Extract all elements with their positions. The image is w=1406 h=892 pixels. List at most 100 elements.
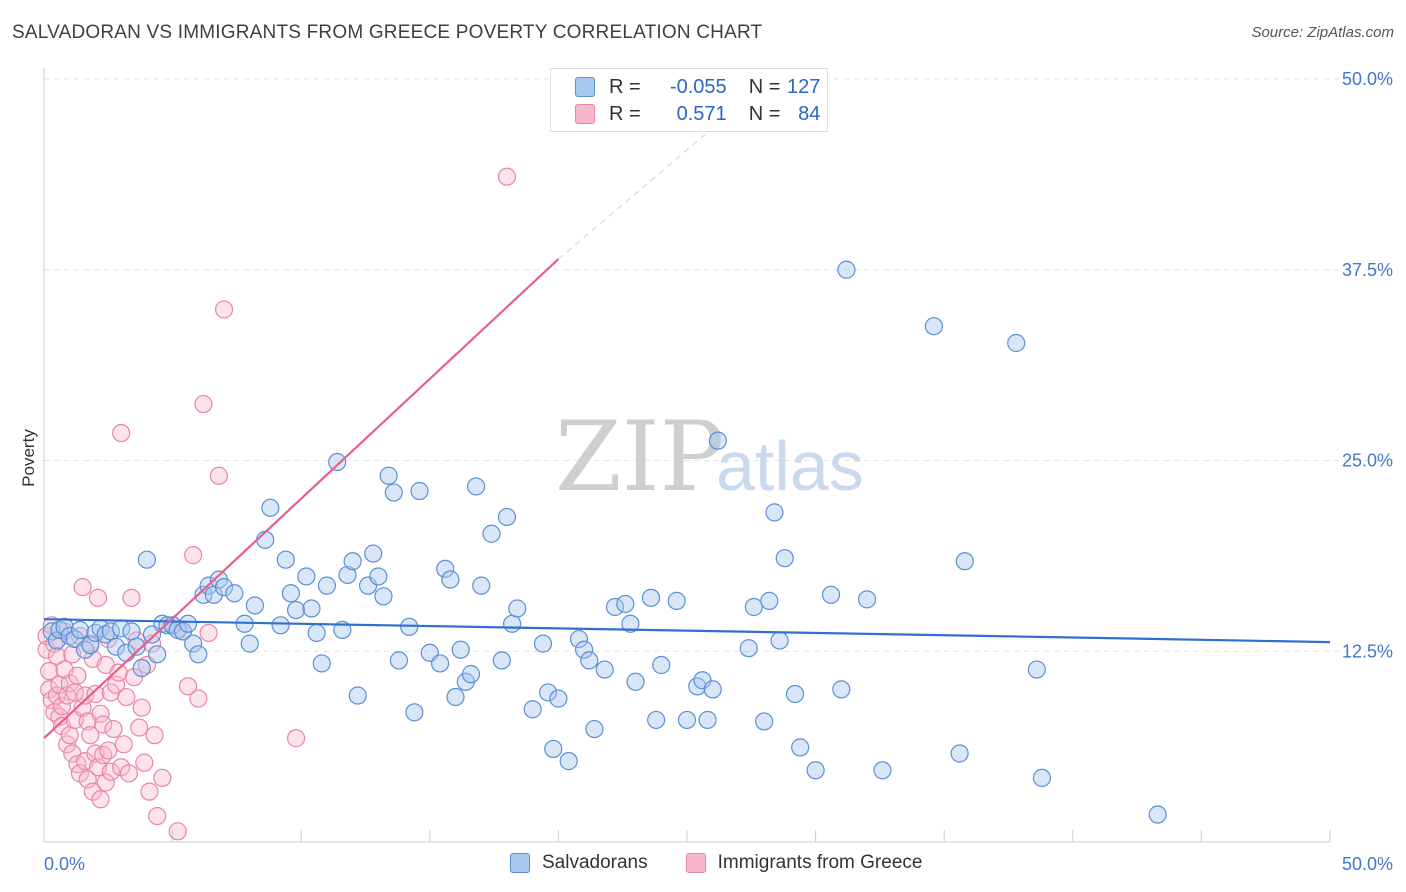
salvadoran-point-42 [276, 550, 295, 569]
salvadoran-point-125 [821, 585, 841, 604]
salvadoran-point-34 [214, 578, 234, 597]
salvadoran-point-88 [585, 719, 604, 739]
salvadoran-point-49 [317, 576, 337, 595]
salvadoran-point-41 [271, 616, 290, 635]
salvadoran-point-58 [374, 587, 393, 606]
salvadoran-point-54 [348, 686, 367, 705]
salvadoran-point-84 [559, 752, 578, 771]
legend-row-salvadorans: R = -0.055 N = 127 [575, 76, 820, 98]
salvadoran-point-74 [482, 524, 501, 543]
salvadoran-point-98 [677, 710, 697, 730]
salvadoran-point-53 [343, 552, 362, 571]
salvadoran-point-103 [708, 431, 727, 450]
greece-point-43 [91, 790, 110, 809]
salvadoran-point-40 [261, 498, 280, 517]
salvadoran-point-113 [806, 761, 825, 780]
salvadoran-point-73 [472, 576, 491, 595]
greece-point-57 [114, 735, 133, 754]
greece-point-9 [47, 686, 66, 705]
salvadoran-point-101 [698, 710, 717, 730]
salvadoran-point-64 [410, 481, 429, 501]
salvadoran-point-102 [703, 680, 722, 699]
greece-point-77 [189, 689, 208, 708]
salvadoran-point-92 [621, 614, 640, 633]
salvadoran-point-119 [950, 744, 969, 763]
greece-point-79 [199, 623, 218, 643]
salvadoran-point-11 [96, 625, 115, 644]
salvadoran-point-55 [358, 576, 378, 595]
salvadoran-point-105 [744, 597, 763, 617]
legend-swatch-salvadorans [510, 853, 530, 873]
greece-point-24 [68, 666, 87, 685]
salvadoran-point-109 [770, 631, 789, 650]
salvadoran-point-123 [1032, 768, 1052, 788]
salvadoran-point-115 [837, 260, 856, 279]
greece-point-70 [148, 806, 167, 826]
salvadoran-point-122 [1027, 660, 1046, 679]
salvadoran-trend-line [43, 618, 1331, 644]
salvadoran-point-47 [307, 623, 326, 643]
salvadoran-point-107 [760, 591, 779, 610]
chart-title: SALVADORAN VS IMMIGRANTS FROM GREECE POV… [12, 22, 763, 43]
legend-n-value: 127 [787, 75, 821, 98]
greece-point-26 [70, 626, 90, 646]
salvadoran-point-110 [775, 549, 794, 568]
salvadoran-point-60 [384, 483, 403, 502]
salvadoran-point-72 [466, 477, 486, 496]
legend-swatch-blue [575, 77, 595, 97]
greece-point-69 [145, 726, 164, 745]
salvadoran-point-117 [873, 761, 892, 780]
greece-point-37 [83, 782, 102, 801]
salvadoran-point-48 [312, 654, 331, 673]
greece-point-82 [286, 729, 306, 748]
legend-n-value: 84 [798, 102, 821, 125]
greece-point-35 [81, 726, 100, 745]
salvadoran-point-76 [497, 507, 517, 527]
trend-lines [43, 116, 1331, 740]
salvadoran-point-4 [60, 626, 79, 646]
salvadoran-point-35 [225, 584, 244, 603]
y-tick-label-0: 12.5% [1342, 641, 1393, 661]
greece-point-60 [122, 588, 141, 607]
legend-r-label: R = [609, 75, 641, 98]
greece-point-12 [52, 697, 72, 716]
salvadoran-point-114 [832, 680, 851, 699]
greece-point-52 [104, 719, 123, 739]
salvadoran-point-106 [755, 712, 774, 731]
salvadoran-point-81 [539, 683, 558, 702]
greece-point-75 [178, 677, 198, 696]
greece-point-63 [130, 718, 149, 737]
salvadoran-point-29 [189, 645, 208, 664]
salvadoran-point-91 [616, 594, 635, 614]
salvadoran-point-17 [127, 637, 146, 656]
grid-lines [44, 78, 1394, 652]
salvadoran-point-124 [1148, 805, 1167, 824]
greece-point-18 [60, 674, 79, 693]
greece-point-58 [117, 687, 136, 707]
salvadoran-point-90 [605, 597, 625, 617]
source-credit: Source: ZipAtlas.com [1251, 24, 1394, 41]
greece-point-47 [96, 773, 115, 792]
salvadoran-point-112 [791, 738, 810, 757]
watermark-atlas: atlas [716, 427, 864, 505]
salvadoran-point-27 [178, 614, 198, 633]
greece-point-51 [101, 762, 120, 781]
tick-labels: 12.5% 25.0% 37.5% 50.0% 0.0% 50.0% [44, 69, 1393, 874]
salvadoran-point-80 [533, 634, 553, 653]
salvadoran-point-86 [575, 640, 594, 659]
salvadoran-point-56 [364, 544, 383, 563]
salvadoran-point-13 [106, 637, 126, 656]
data-points [37, 167, 1167, 841]
greece-point-83 [497, 167, 517, 186]
salvadoran-point-38 [245, 596, 265, 615]
legend-r-value: -0.055 [669, 75, 727, 98]
salvadoran-point-93 [626, 672, 645, 691]
salvadoran-point-6 [70, 620, 90, 639]
axes [43, 68, 1331, 843]
salvadoran-point-46 [302, 599, 321, 618]
legend-n-label: N = [748, 75, 781, 98]
salvadoran-point-68 [441, 570, 460, 589]
greece-trend-line [43, 258, 560, 740]
salvadoran-point-67 [436, 559, 455, 578]
